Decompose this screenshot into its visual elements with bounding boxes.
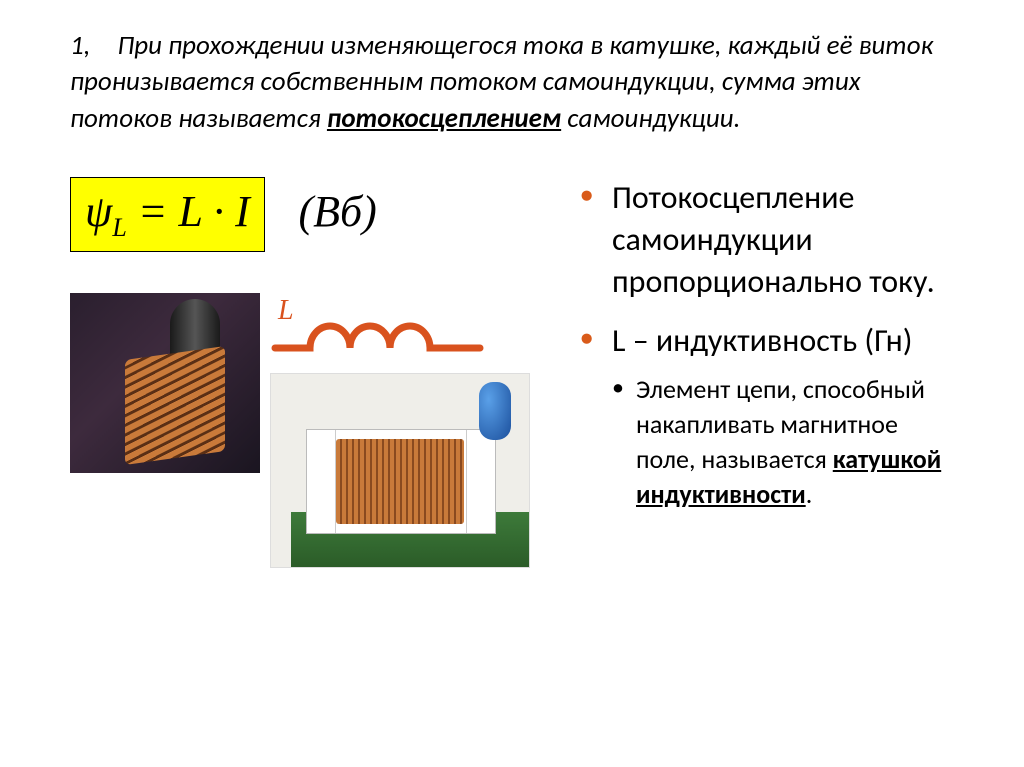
- inductor-symbol-label: L: [277, 295, 294, 326]
- photo-ferrite-coil: [70, 293, 260, 473]
- formula-psi: ψ: [85, 187, 112, 236]
- formula-eq: = L · I: [127, 187, 250, 236]
- sub-bullet-item: Элемент цепи, способный накапливать магн…: [612, 372, 954, 512]
- intro-emph: потокосцеплением: [327, 102, 561, 135]
- photo-transformer-bobbin: [270, 373, 530, 568]
- formula-unit: (Вб): [298, 186, 376, 237]
- bullet-item: L – индуктивность (Гн) Элемент цепи, спо…: [580, 320, 954, 512]
- bullet-list: Потокосцепление самоиндукции пропорциона…: [580, 177, 954, 512]
- inductor-symbol: L: [270, 293, 490, 363]
- photo-winding: [336, 439, 464, 524]
- formula-sub: L: [112, 213, 126, 242]
- formula-highlight: ψL = L · I: [70, 177, 265, 252]
- inductor-symbol-path: [275, 326, 480, 348]
- sub-bullet-list: Элемент цепи, способный накапливать магн…: [612, 372, 954, 512]
- sub-bullet-suffix: .: [806, 478, 813, 510]
- bullet-text: Потокосцепление самоиндукции пропорциона…: [612, 178, 935, 300]
- photo-capacitor: [479, 382, 511, 440]
- right-images-column: L: [270, 293, 530, 568]
- bullet-emph: индуктивность (Гн): [656, 321, 913, 360]
- left-column: ψL = L · I (Вб) L: [70, 177, 550, 568]
- intro-paragraph: 1, При прохождении изменяющегося тока в …: [70, 28, 954, 137]
- content-row: ψL = L · I (Вб) L: [70, 177, 954, 568]
- bullet-item: Потокосцепление самоиндукции пропорциона…: [580, 177, 954, 302]
- intro-suffix: самоиндукции.: [561, 102, 740, 135]
- formula-wrap: ψL = L · I (Вб): [70, 177, 550, 253]
- images-row: L: [70, 293, 550, 568]
- right-column: Потокосцепление самоиндукции пропорциона…: [580, 177, 954, 568]
- bullet-prefix: L –: [612, 321, 656, 360]
